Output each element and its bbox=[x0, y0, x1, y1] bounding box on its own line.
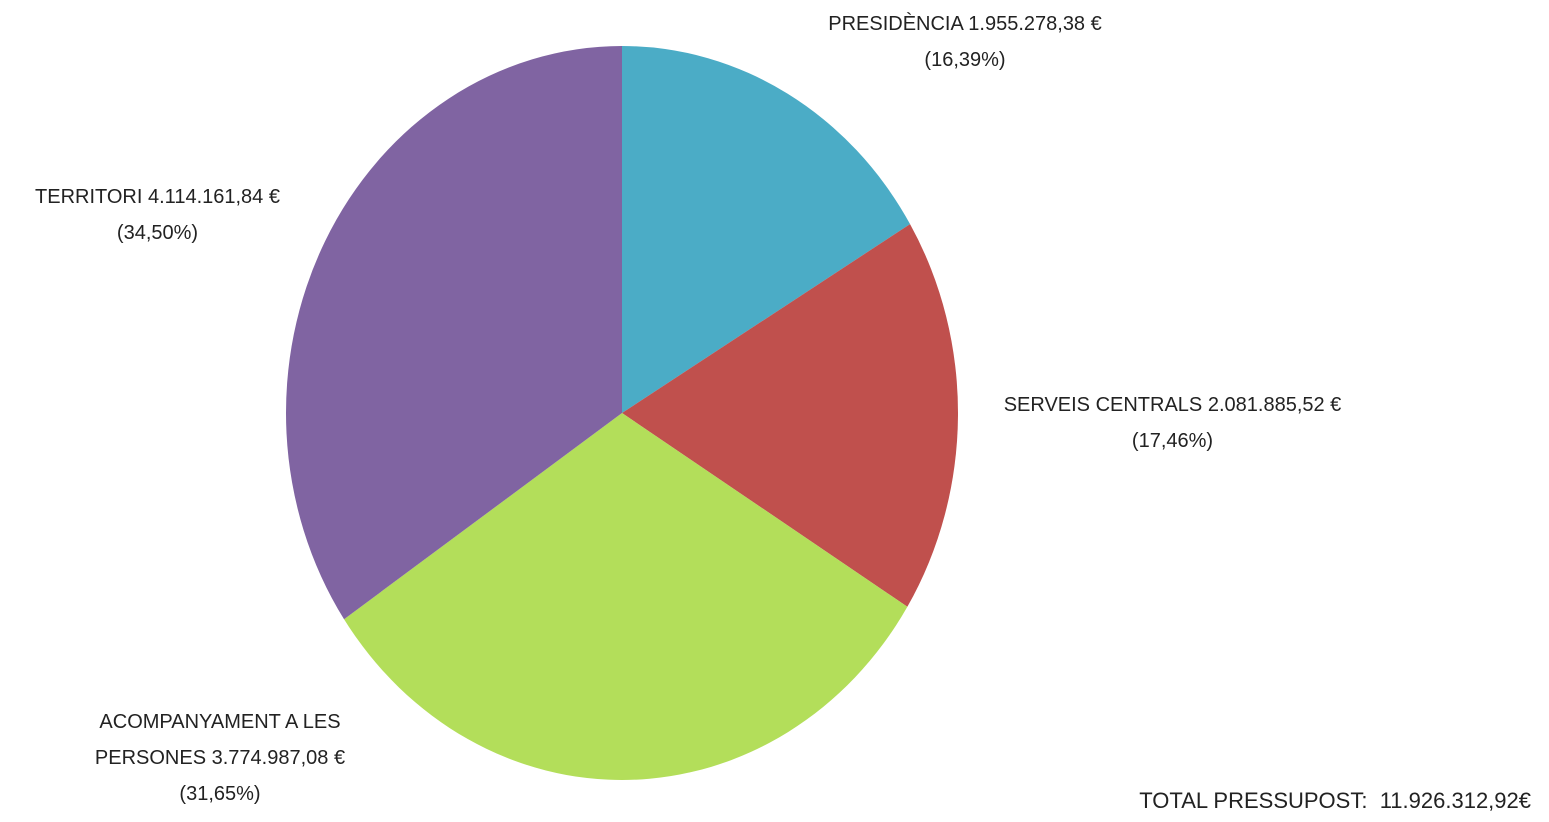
slice-label: PRESIDÈNCIA 1.955.278,38 € (16,39%) bbox=[815, 6, 1115, 78]
slice-label: ACOMPANYAMENT A LES PERSONES 3.774.987,08… bbox=[70, 704, 370, 812]
pie-slice bbox=[622, 224, 958, 607]
category: TERRITORI bbox=[35, 186, 143, 208]
value-label: 4.114.161,84 € bbox=[148, 186, 280, 208]
category: ACOMPANYAMENT A LES PERSONES bbox=[94, 711, 341, 769]
total-value: 11.926.312,92€ bbox=[1379, 788, 1531, 813]
pie-slice bbox=[285, 46, 622, 620]
slice-label: TERRITORI 4.114.161,84 € (34,50%) bbox=[10, 179, 305, 251]
percent-label: (16,39%) bbox=[924, 49, 1006, 71]
percent-label: (34,50%) bbox=[116, 222, 199, 244]
category: PRESIDÈNCIA bbox=[828, 13, 963, 35]
value-label: 2.081.885,52 € bbox=[1207, 394, 1342, 416]
slice-label: SERVEIS CENTRALS 2.081.885,52 € (17,46%) bbox=[1000, 387, 1345, 459]
value-label: 3.774.987,08 € bbox=[211, 747, 346, 769]
pie-slice bbox=[344, 413, 908, 780]
value-label: 1.955.278,38 € bbox=[968, 13, 1102, 35]
category: SERVEIS CENTRALS bbox=[1003, 394, 1203, 416]
pie-slice bbox=[622, 46, 911, 413]
total-label: TOTAL PRESSUPOST: bbox=[1139, 788, 1368, 813]
percent-label: (31,65%) bbox=[179, 783, 261, 805]
total: TOTAL PRESSUPOST: 11.926.312,92€ bbox=[1139, 788, 1531, 814]
percent-label: (17,46%) bbox=[1131, 430, 1214, 452]
